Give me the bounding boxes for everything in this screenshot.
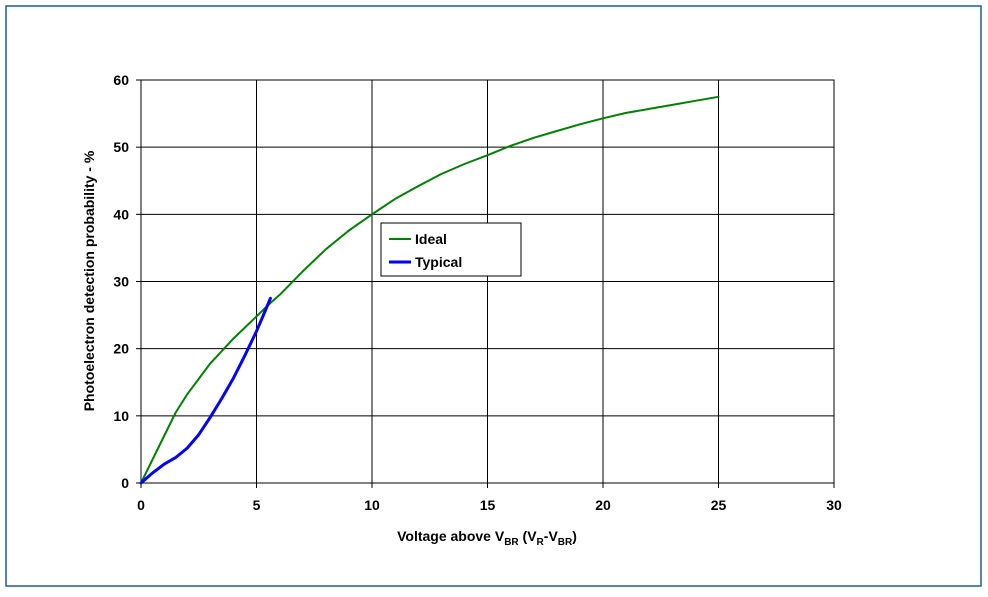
x-axis-label-subscript: R [537,537,545,548]
y-axis-label: Photoelectron detection probability - % [81,150,97,411]
tick-labels: 0 5 10 15 20 25 30 0 10 20 30 40 50 60 [113,72,842,513]
y-tick-label: 10 [113,408,129,424]
x-tick-label: 0 [137,497,145,513]
x-axis-label-subscript: BR [504,537,519,548]
x-axis-label-subscript: BR [558,537,573,548]
axes [136,79,835,488]
x-tick-label: 30 [826,497,842,513]
x-axis-label-part: Voltage above V [397,528,505,544]
legend-box [380,222,522,277]
x-tick-label: 15 [480,497,496,513]
y-tick-label: 20 [113,341,129,357]
x-axis-label-part: -V [544,528,559,544]
series-lines [139,95,720,485]
x-tick-label: 10 [364,497,380,513]
legend-label-ideal: Ideal [415,231,447,247]
x-tick-label: 25 [711,497,727,513]
x-tick-label: 5 [253,497,261,513]
x-tick-label: 20 [595,497,611,513]
legend-label-typical: Typical [415,254,462,270]
x-axis-label-part: ) [572,528,577,544]
x-axis-label-part: (V [519,528,538,544]
legend: Ideal Typical [380,222,522,277]
series-line-typical [139,296,272,485]
y-tick-label: 50 [113,139,129,155]
x-axis-label: Voltage above VBR (VR-VBR) [397,528,577,548]
y-tick-label: 0 [121,475,129,491]
chart-border [5,5,982,587]
series-line-ideal [140,95,720,484]
y-tick-label: 60 [113,72,129,88]
y-tick-label: 40 [113,206,129,222]
y-tick-label: 30 [113,274,129,290]
